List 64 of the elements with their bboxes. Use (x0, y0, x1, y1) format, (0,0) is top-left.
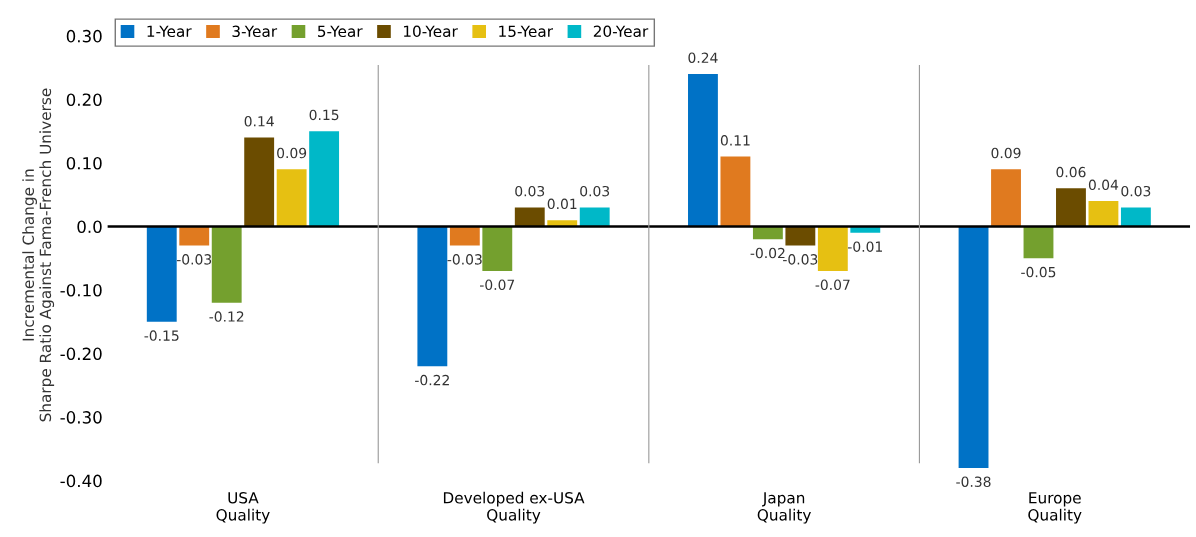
data-label: 0.04 (1088, 179, 1119, 191)
data-label: 0.09 (277, 147, 307, 159)
x-tick-label: Europe Quality (1028, 492, 1082, 524)
data-label: -0.15 (144, 330, 179, 341)
data-label: -0.03 (447, 254, 482, 265)
data-label: 0.24 (688, 52, 718, 63)
bar (991, 169, 1021, 227)
bar (417, 226, 448, 367)
data-label: 0.14 (244, 116, 274, 127)
bar (1088, 201, 1119, 227)
y-tick-label: 0.20 (66, 93, 102, 106)
bar (146, 226, 177, 322)
data-label: -0.03 (176, 254, 212, 265)
y-tick-label: -0.40 (60, 474, 102, 488)
bar (1023, 226, 1054, 259)
y-tick-label: -0.20 (60, 347, 102, 361)
data-label: 0.03 (1121, 185, 1151, 197)
data-label: -0.12 (209, 311, 244, 322)
x-tick-label: Japan Quality (757, 492, 811, 524)
bar (579, 207, 610, 227)
legend-label: 20-Year (593, 25, 649, 38)
bar (482, 226, 513, 271)
legend-label: 1-Year (147, 25, 192, 38)
data-label: -0.22 (415, 374, 449, 386)
y-tick-label: 0.0 (77, 220, 102, 234)
data-label: 0.09 (991, 147, 1021, 159)
bar (514, 207, 545, 227)
data-label: -0.05 (1021, 266, 1056, 278)
data-label: 0.15 (309, 109, 339, 121)
data-label: 0.06 (1056, 166, 1086, 178)
data-label: 0.03 (515, 185, 545, 197)
data-label: -0.07 (815, 279, 850, 291)
y-tick-label: -0.10 (60, 283, 102, 297)
legend-label: 3-Year (232, 25, 278, 38)
data-label: 0.11 (720, 135, 750, 146)
bar (449, 226, 480, 246)
y-tick-label: 0.10 (66, 156, 102, 170)
bar (958, 226, 989, 468)
bar (276, 169, 307, 227)
legend-label: 10-Year (403, 25, 458, 38)
bar (244, 137, 275, 227)
legend-label: 5-Year (318, 25, 363, 38)
bar (1056, 188, 1086, 227)
y-tick-label: -0.30 (60, 411, 102, 424)
data-label: -0.07 (480, 279, 515, 291)
bar (720, 156, 751, 227)
data-label: -0.02 (750, 247, 785, 259)
x-tick-label: USA Quality (216, 492, 270, 524)
y-axis-title: Incremental Change in Sharpe Ratio Against Fama-French Universe (22, 88, 55, 422)
bar (817, 226, 848, 271)
data-label: -0.03 (783, 254, 818, 265)
data-label: -0.38 (956, 476, 991, 487)
bar (688, 74, 718, 227)
bar (179, 226, 210, 246)
bar (211, 226, 242, 303)
bar (785, 226, 816, 246)
data-label: 0.01 (547, 198, 577, 210)
data-label: -0.01 (848, 241, 882, 252)
x-tick-label: Developed ex-USA Quality (443, 491, 585, 524)
data-label: 0.03 (580, 185, 610, 197)
y-tick-label: 0.30 (66, 29, 102, 43)
legend-label: 15-Year (499, 25, 554, 38)
bar (1120, 207, 1151, 227)
bar (309, 131, 340, 227)
